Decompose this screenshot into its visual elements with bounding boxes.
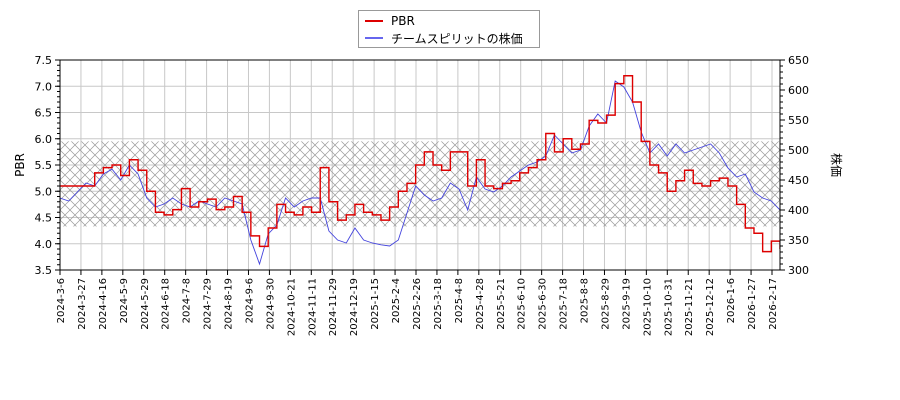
right-tick-label: 550: [788, 114, 809, 127]
right-axis-title: 株価: [829, 153, 844, 177]
x-tick-label: 2024-7-29: [203, 278, 214, 330]
legend-label-price: チームスピリットの株価: [391, 31, 523, 46]
x-tick-label: 2025-9-19: [621, 278, 632, 330]
right-tick-label: 600: [788, 84, 809, 97]
pbr-swatch-icon: [365, 20, 383, 22]
x-tick-label: 2025-10-10: [642, 278, 653, 336]
shaded-band: [60, 141, 780, 227]
right-tick-label: 650: [788, 54, 809, 67]
x-tick-label: 2024-3-6: [56, 278, 67, 323]
x-tick-label: 2025-8-8: [580, 278, 591, 323]
x-tick-label: 2025-3-18: [433, 278, 444, 330]
x-tick-label: 2025-1-15: [370, 278, 381, 330]
right-tick-label: 450: [788, 174, 809, 187]
right-tick-label: 300: [788, 264, 809, 277]
x-tick-label: 2024-12-19: [349, 278, 360, 336]
x-tick-label: 2025-6-30: [538, 278, 549, 330]
x-tick-label: 2025-4-28: [475, 278, 486, 330]
x-tick-label: 2025-10-31: [663, 278, 674, 336]
x-tick-label: 2025-8-29: [600, 278, 611, 330]
x-tick-label: 2024-6-18: [161, 278, 172, 330]
right-tick-label: 350: [788, 234, 809, 247]
right-tick-label: 400: [788, 204, 809, 217]
legend-item-pbr: PBR: [365, 13, 415, 29]
x-tick-label: 2026-1-27: [747, 278, 758, 330]
x-tick-label: 2024-5-9: [119, 278, 130, 323]
x-tick-label: 2024-9-30: [265, 278, 276, 330]
left-tick-label: 5.0: [35, 185, 53, 198]
x-tick-label: 2025-12-12: [705, 278, 716, 336]
left-tick-label: 5.5: [35, 159, 53, 172]
price-line: [60, 80, 780, 266]
x-tick-label: 2025-4-8: [454, 278, 465, 323]
x-tick-label: 2026-2-17: [768, 278, 779, 330]
x-tick-label: 2024-7-8: [182, 278, 193, 323]
x-tick-label: 2024-11-29: [328, 278, 339, 336]
legend-item-price: チームスピリットの株価: [365, 30, 523, 46]
x-tick-label: 2024-10-21: [286, 278, 297, 336]
x-tick-label: 2025-6-10: [517, 278, 528, 330]
legend: PBR チームスピリットの株価: [358, 10, 540, 48]
x-axis: 2024-3-6 2024-3-27 2024-4-16 2024-5-9 2024-5…: [56, 270, 779, 336]
x-tick-label: 2025-2-26: [412, 278, 423, 330]
left-tick-label: 6.5: [35, 107, 53, 120]
x-tick-label: 2025-7-18: [559, 278, 570, 330]
left-tick-label: 7.5: [35, 54, 53, 67]
price-swatch-icon: [365, 37, 383, 39]
x-tick-label: 2024-11-11: [307, 278, 318, 336]
right-y-axis: 300 350 400 450 500 550 600 650: [780, 54, 809, 277]
x-tick-label: 2024-3-27: [77, 278, 88, 330]
left-y-axis: 3.5 4.0 4.5 5.0 5.5 6.0 6.5 7.0 7.5: [35, 54, 60, 277]
x-tick-label: 2025-2-4: [391, 278, 402, 323]
x-tick-label: 2024-4-16: [98, 278, 109, 330]
left-tick-label: 6.0: [35, 133, 53, 146]
x-tick-label: 2024-5-29: [140, 278, 151, 330]
x-tick-label: 2024-8-19: [224, 278, 235, 330]
left-axis-title: PBR: [13, 153, 27, 177]
right-tick-label: 500: [788, 144, 809, 157]
left-tick-label: 7.0: [35, 80, 53, 93]
left-tick-label: 4.5: [35, 212, 53, 225]
left-tick-label: 4.0: [35, 238, 53, 251]
legend-label-pbr: PBR: [391, 14, 415, 28]
left-tick-label: 3.5: [35, 264, 53, 277]
x-tick-label: 2025-11-21: [684, 278, 695, 336]
pbr-line: [60, 75, 780, 253]
x-tick-label: 2026-1-6: [726, 278, 737, 323]
x-tick-label: 2024-9-6: [244, 278, 255, 323]
x-tick-label: 2025-5-21: [496, 278, 507, 330]
